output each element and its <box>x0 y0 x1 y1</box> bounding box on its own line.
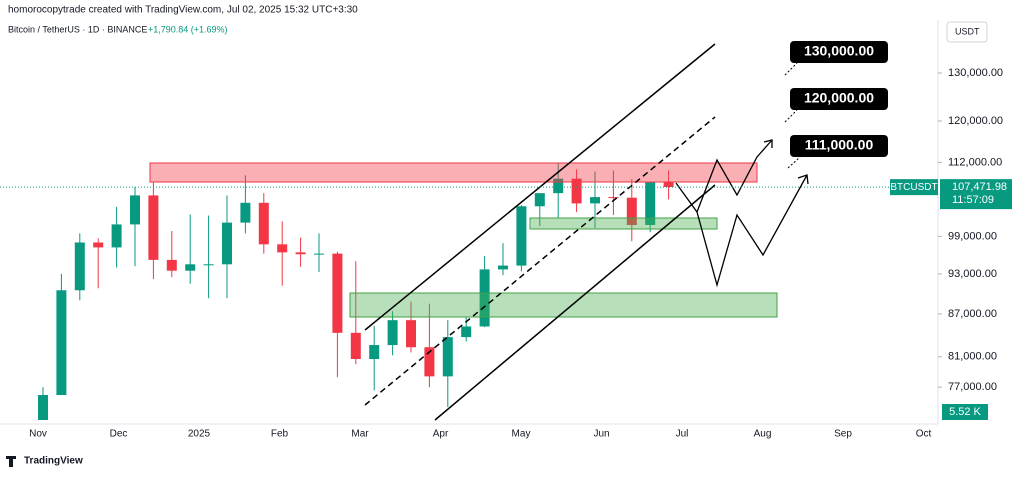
candle-body <box>111 224 122 248</box>
x-tick-label: Aug <box>754 429 772 440</box>
x-tick-label: 2025 <box>188 429 211 440</box>
candle-body <box>332 253 343 333</box>
candle-body <box>93 242 104 248</box>
y-tick-label: 112,000.00 <box>948 156 1002 168</box>
x-tick-label: Mar <box>351 429 369 440</box>
candle-body <box>277 244 288 253</box>
candle-body <box>663 181 674 187</box>
candle-body <box>148 195 159 260</box>
x-tick-label: Sep <box>834 429 852 440</box>
candle-body <box>240 202 251 223</box>
candle-body <box>534 193 545 207</box>
callout-label: 111,000.00 <box>805 137 874 153</box>
callout-label: 130,000.00 <box>804 43 874 59</box>
currency-box <box>946 21 988 43</box>
x-tick-label: Apr <box>433 429 449 440</box>
candle-body <box>553 178 564 194</box>
x-tick-label: Feb <box>271 429 289 440</box>
x-tick-label: Jul <box>676 429 689 440</box>
candle-body <box>56 290 67 396</box>
candle-body <box>461 326 472 338</box>
y-tick-label: 130,000.00 <box>948 67 1003 79</box>
candle-body <box>590 197 600 204</box>
candle-body <box>626 197 637 225</box>
candle-body <box>314 253 324 255</box>
candle-body <box>369 345 380 360</box>
last-price: 107,471.98 <box>952 181 1007 193</box>
y-tick-label: 87,000.00 <box>948 308 997 320</box>
candle-body <box>442 337 453 377</box>
candle-body <box>203 264 214 266</box>
candle-body <box>608 197 619 199</box>
candle-body <box>295 252 306 255</box>
candle-body <box>498 265 508 270</box>
candle-body <box>406 320 416 348</box>
candle-body <box>350 332 361 360</box>
chart-title: Bitcoin / TetherUS · 1D · BINANCE <box>8 24 147 34</box>
candle-body <box>130 195 140 225</box>
candle-body <box>222 222 232 265</box>
candle-body <box>571 178 582 204</box>
y-tick-label: 77,000.00 <box>948 381 997 393</box>
x-tick-label: Dec <box>110 429 128 440</box>
candle-body <box>38 395 48 420</box>
candle-body <box>516 206 527 266</box>
countdown: 11:57:09 <box>952 194 994 206</box>
callout-label: 120,000.00 <box>804 90 874 106</box>
candle-body <box>387 320 398 346</box>
x-tick-label: Jun <box>593 429 609 440</box>
volume-box <box>942 404 988 420</box>
x-tick-label: Nov <box>29 429 47 440</box>
y-tick-label: 120,000.00 <box>948 115 1003 127</box>
x-tick-label: May <box>512 429 531 440</box>
drawings <box>149 43 809 421</box>
footer: TradingView <box>24 456 83 467</box>
y-tick-label: 99,000.00 <box>948 230 997 242</box>
logo <box>6 456 16 467</box>
volume-label: 5.52 K <box>949 406 981 418</box>
price-box <box>940 179 1012 210</box>
credit: homorocopytrade created with TradingView… <box>8 5 358 16</box>
candle-body <box>185 264 196 271</box>
candle-body <box>479 269 490 327</box>
symbol: BTCUSDT <box>890 182 937 193</box>
callouts: 130,000.00 120,000.00 111,000.00 <box>790 41 888 157</box>
y-tick-label: 93,000.00 <box>948 268 997 280</box>
candle-body <box>74 242 85 291</box>
y-tick-label: 81,000.00 <box>948 351 997 363</box>
candle-body <box>424 347 435 377</box>
candle-body <box>166 259 177 271</box>
change: +1,790.84 (+1.69%) <box>148 24 228 34</box>
candle-body <box>645 181 656 225</box>
candle-body <box>258 202 269 245</box>
symbol-box <box>890 179 938 196</box>
currency: USDT <box>955 26 980 36</box>
x-tick-label: Oct <box>916 429 932 440</box>
